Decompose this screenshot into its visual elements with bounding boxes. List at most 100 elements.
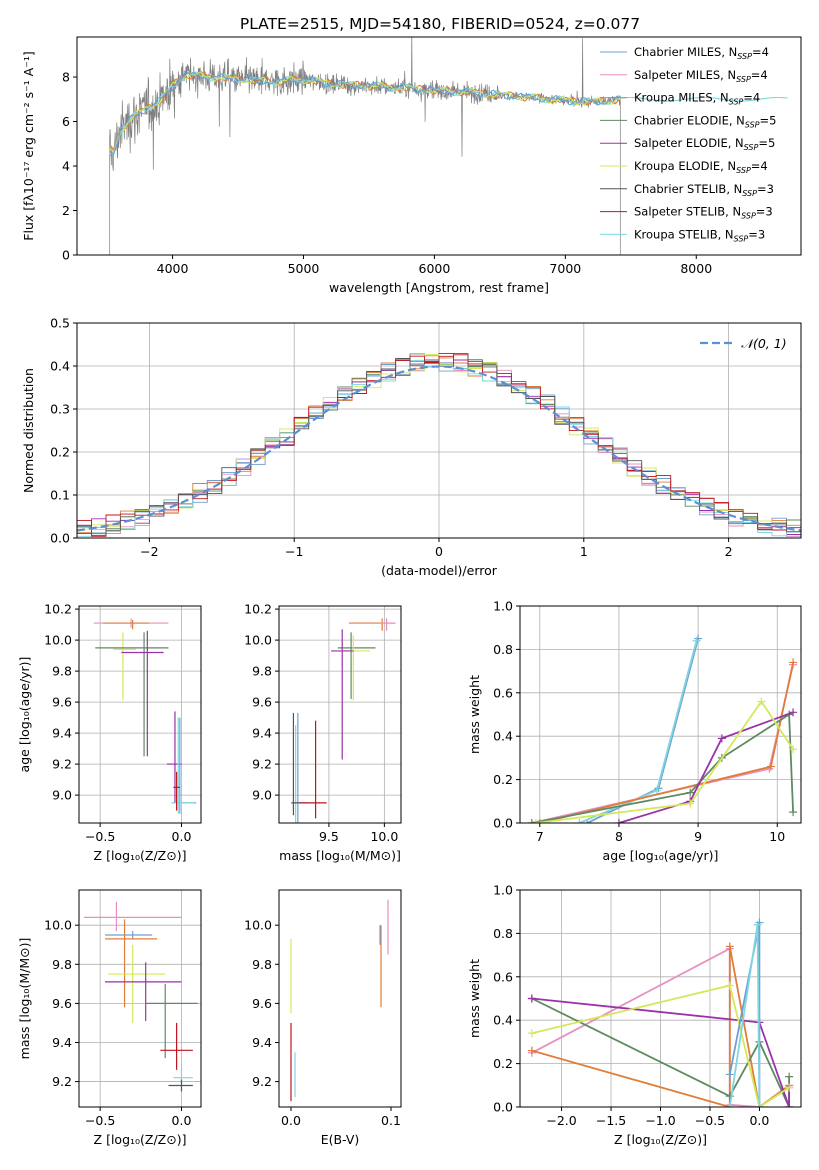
axes-frame — [78, 889, 202, 1108]
weight-point-marker — [753, 920, 762, 929]
y-tick-label: 1.0 — [493, 883, 513, 898]
chart-spectrum: Chabrier MILES, NSSP=4 Salpeter MILES, NS… — [21, 36, 802, 295]
y-tick-label: 2 — [62, 203, 70, 218]
observed-spectrum — [109, 37, 621, 255]
y-tick-label: 0.1 — [50, 488, 70, 503]
normal-curve — [77, 365, 801, 532]
legend-entry: 𝒩(0, 1) — [741, 336, 787, 351]
y-tick-label: 0.8 — [493, 642, 513, 657]
errorbar-point — [291, 712, 301, 816]
weight-point-marker — [614, 819, 623, 823]
x-tick-label: 8000 — [680, 261, 712, 276]
y-tick-label: 9.8 — [52, 957, 72, 972]
plot-area — [527, 634, 798, 823]
weight-point-marker — [766, 762, 775, 771]
y-tick-label: 9.8 — [252, 957, 272, 972]
errorbar-point — [173, 771, 180, 811]
plot-area — [77, 353, 801, 538]
weight-point-marker — [789, 808, 798, 817]
weight-point-marker — [789, 745, 798, 754]
weight-point-marker — [725, 1103, 734, 1107]
y-tick-label: 9.8 — [252, 664, 272, 679]
weight-point-marker — [535, 819, 544, 823]
x-tick-label: 10 — [769, 829, 785, 844]
errorbar-point — [348, 618, 396, 631]
weight-point-marker — [527, 1029, 536, 1038]
errorbar-point — [337, 632, 376, 699]
weight-point-marker — [765, 764, 774, 773]
model-spectrum-line — [109, 71, 621, 154]
y-tick-label: 9.2 — [52, 757, 72, 772]
legend-entry: Chabrier STELIB, NSSP=3 — [634, 182, 774, 198]
y-tick-label: 0.4 — [493, 729, 513, 744]
x-tick-label: 9.5 — [319, 829, 339, 844]
weight-series-line — [586, 638, 699, 823]
weight-point-marker — [725, 981, 734, 990]
y-tick-label: 4 — [62, 159, 70, 174]
weight-series-line — [531, 997, 790, 1107]
y-tick-label: 9.2 — [52, 1074, 72, 1089]
y-axis-label: age [log₁₀(age/yr)] — [17, 657, 32, 773]
errorbar-point — [381, 618, 396, 631]
x-tick-label: −2 — [140, 544, 158, 559]
x-axis-label: Z [log₁₀(Z/Z⊙)] — [614, 1132, 707, 1147]
chart-mass_vs_EBV: 0.0 0.1 9.2 9.4 9.6 9.8 10.0 E(B-V) — [244, 889, 402, 1147]
weight-series-line — [535, 699, 794, 823]
x-tick-label: −0.5 — [85, 1113, 115, 1128]
plot-area — [291, 618, 396, 823]
y-tick-label: 9.4 — [252, 1035, 272, 1050]
y-tick-label: 9.4 — [252, 726, 272, 741]
legend-entry: Salpeter STELIB, NSSP=3 — [634, 205, 773, 221]
weight-point-marker — [717, 734, 726, 743]
x-axis-label: wavelength [Angstrom, rest frame] — [329, 280, 549, 295]
errorbar-point — [113, 632, 136, 701]
weight-point-marker — [755, 1103, 764, 1107]
y-tick-label: 9.6 — [252, 996, 272, 1011]
errorbar-point — [331, 629, 354, 760]
y-tick-label: 0.0 — [50, 531, 70, 546]
errorbar-point — [103, 619, 149, 630]
errorbar-point — [160, 1022, 193, 1070]
x-tick-label: 4000 — [157, 261, 189, 276]
chart-residuals: 𝒩(0, 1) −2 −1 0 1 2 0.0 0.1 0.2 0.3 0.4 0.5 (data-mo… — [21, 316, 802, 578]
y-tick-label: 9.6 — [252, 695, 272, 710]
weight-point-marker — [785, 1103, 794, 1107]
chart-age_vs_mass: 9.5 10.0 9.0 9.2 9.4 9.6 9.8 10.0 10.2 mass [log₁… — [244, 602, 402, 863]
y-tick-label: 9.4 — [52, 726, 72, 741]
axes-frame — [78, 605, 202, 824]
errorbar-point — [105, 962, 182, 1021]
y-tick-label: 9.0 — [52, 788, 72, 803]
x-tick-label: 0.0 — [172, 829, 192, 844]
weight-point-marker — [527, 994, 536, 1003]
x-tick-label: 0.1 — [381, 1113, 401, 1128]
x-tick-label: 0.0 — [281, 1113, 301, 1128]
errorbar-point — [292, 712, 309, 823]
x-tick-label: 0.0 — [749, 1113, 769, 1128]
x-tick-label: 7000 — [549, 261, 581, 276]
x-axis-label: E(B-V) — [321, 1132, 360, 1147]
chart-age_vs_Z: −0.5 0.0 9.0 9.2 9.4 9.6 9.8 10.0 10.2 Z [log₁₀(Z… — [17, 602, 202, 863]
weight-point-marker — [785, 1083, 794, 1092]
y-tick-label: 9.4 — [52, 1035, 72, 1050]
errorbar-point — [344, 635, 370, 701]
x-tick-label: −0.5 — [695, 1113, 725, 1128]
weight-point-marker — [694, 634, 703, 643]
x-axis-label: Z [log₁₀(Z/Z⊙)] — [94, 1132, 187, 1147]
y-tick-label: 0.0 — [493, 816, 513, 831]
chart-weight_vs_Z: −2.0 −1.5 −1.0 −0.5 0.0 0.0 0.2 0.4 0.6 0.8 1.0 Z [… — [467, 883, 802, 1147]
x-tick-label: 5000 — [288, 261, 320, 276]
weight-point-marker — [725, 1092, 734, 1101]
y-tick-label: 10.0 — [244, 918, 272, 933]
chart-weight_vs_age: 7 8 9 10 0.0 0.2 0.4 0.6 0.8 1.0 age [log₁₀(age/yr… — [467, 599, 802, 863]
y-tick-label: 6 — [62, 114, 70, 129]
y-tick-label: 10.0 — [244, 633, 272, 648]
weight-point-marker — [686, 788, 695, 797]
weight-point-marker — [725, 942, 734, 951]
errorbar-point — [105, 919, 158, 1008]
x-tick-label: 9 — [694, 829, 702, 844]
y-tick-label: 9.2 — [252, 1074, 272, 1089]
legend-entry: Kroupa MILES, NSSP=4 — [634, 91, 760, 107]
errorbar-point — [83, 901, 182, 932]
x-tick-label: −1 — [285, 544, 303, 559]
